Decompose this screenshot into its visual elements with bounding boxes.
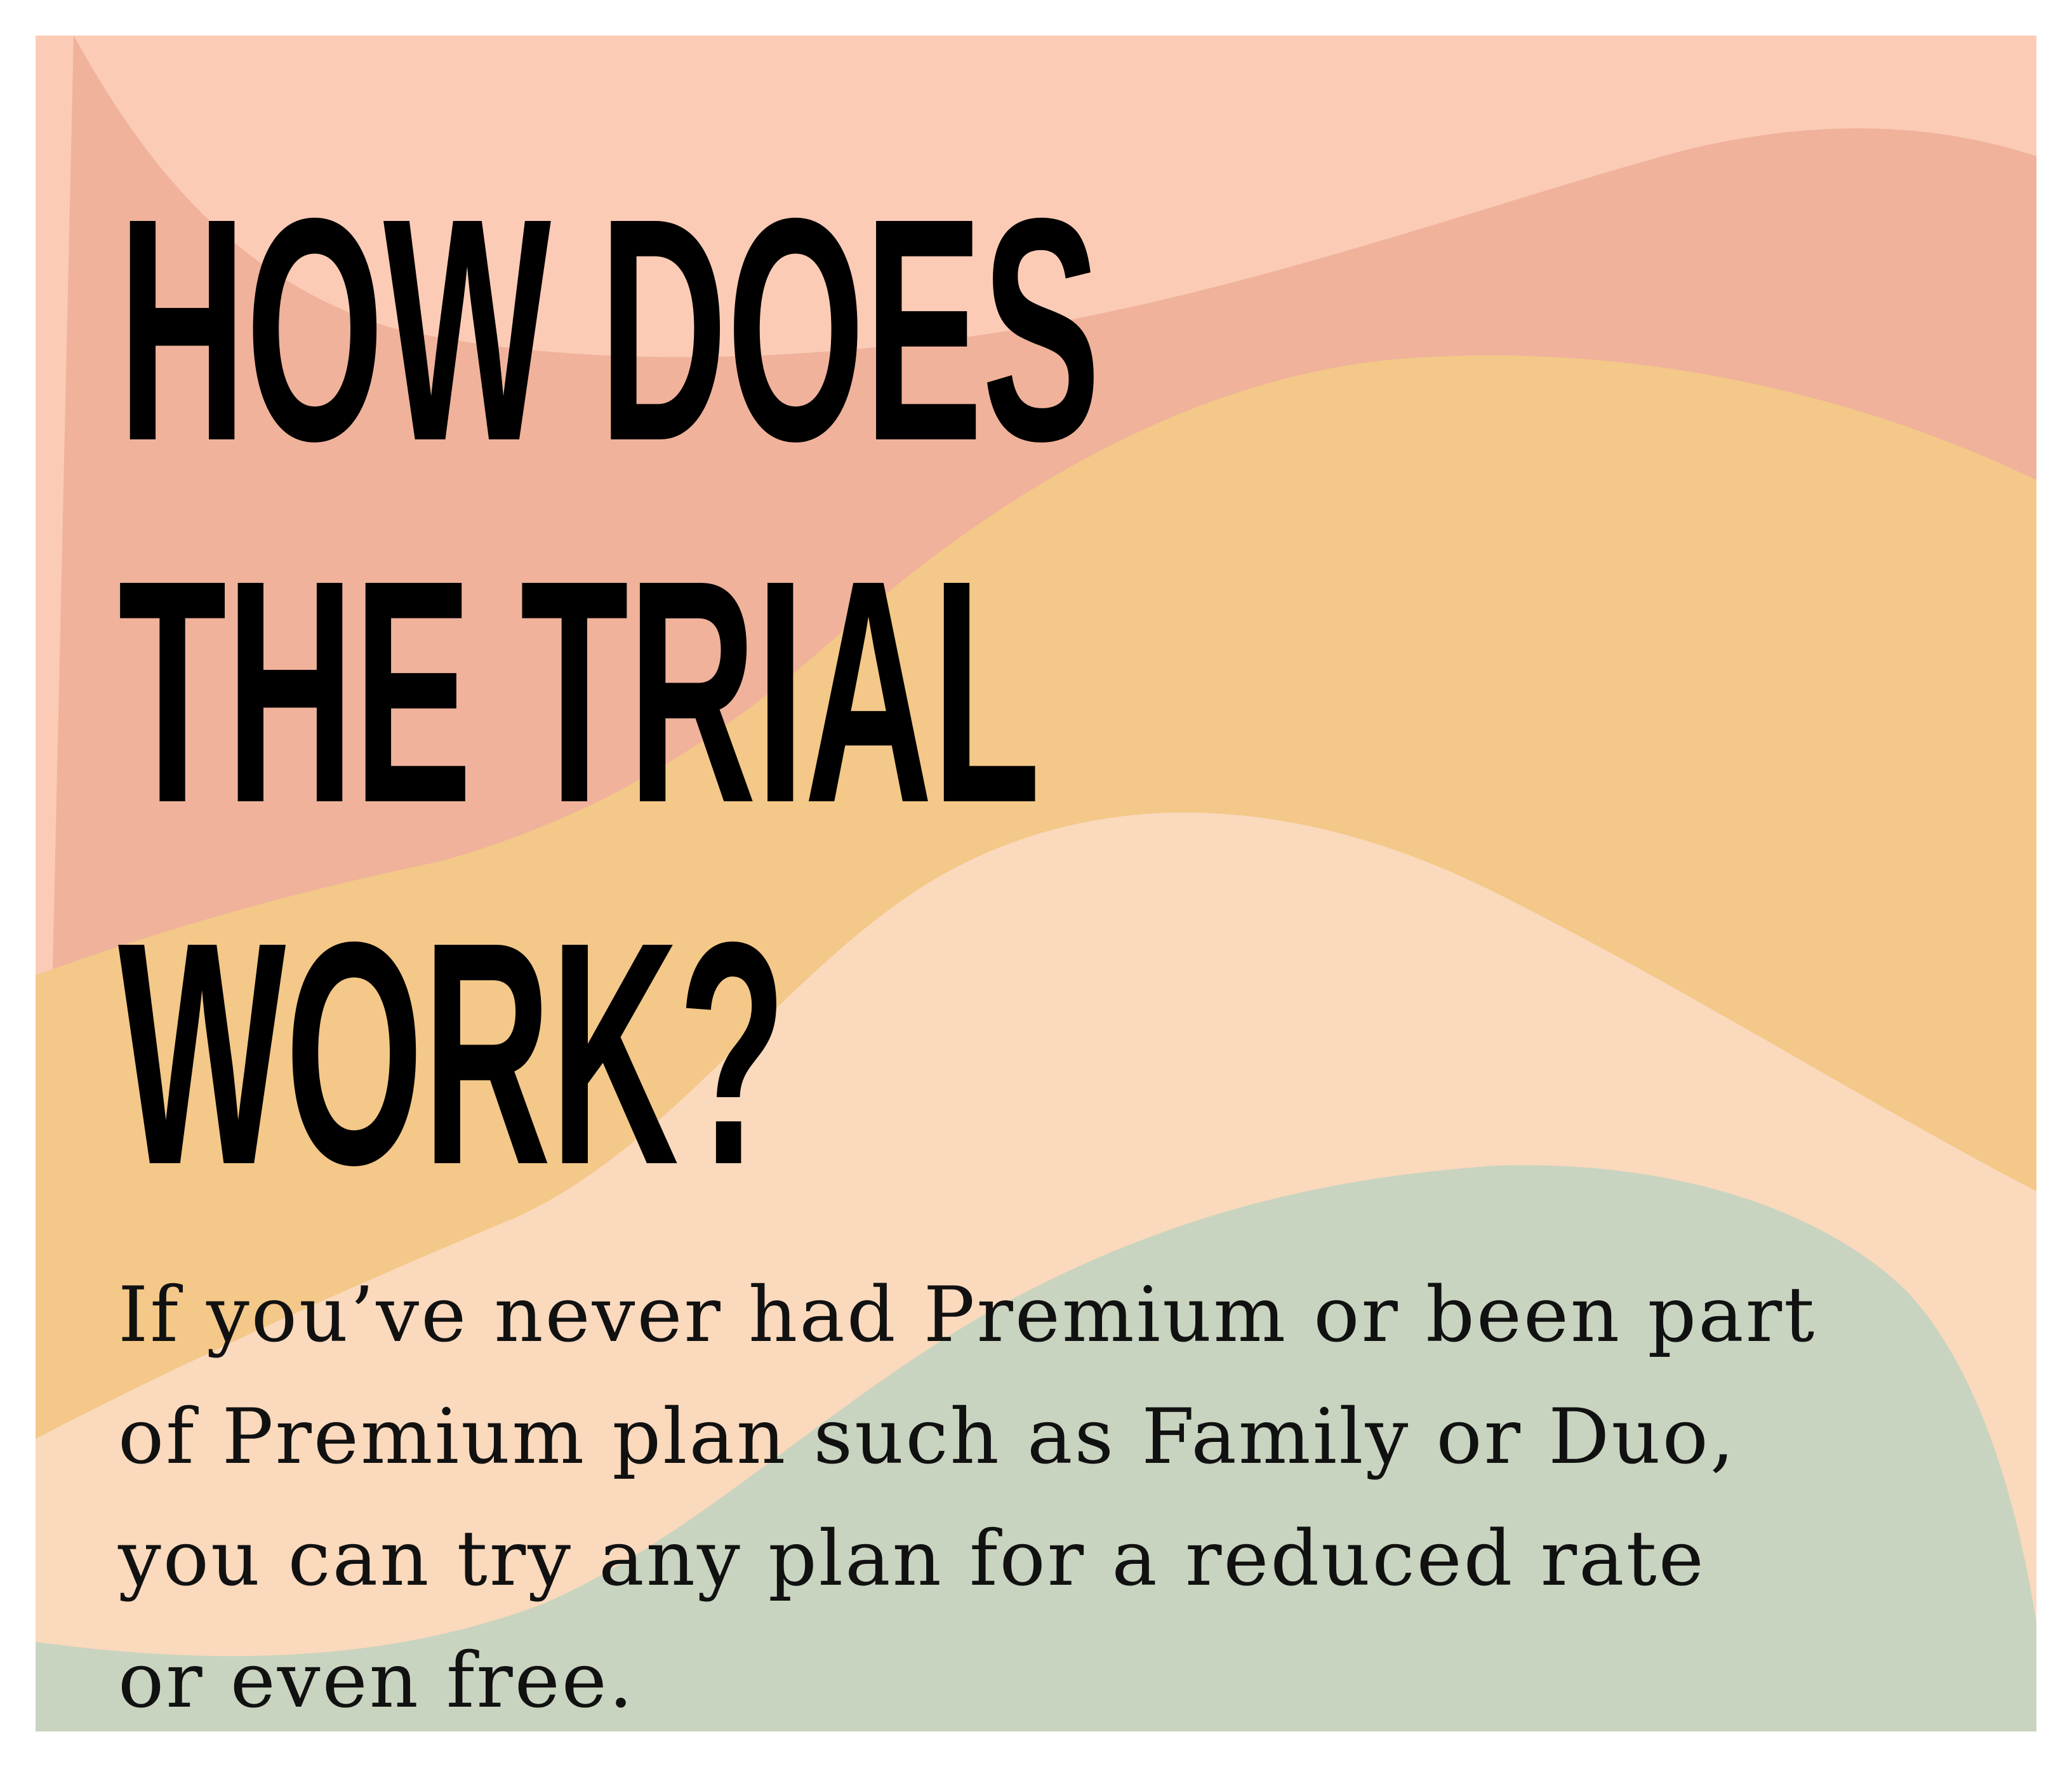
headline-line-1: HOW DOES	[118, 152, 1101, 507]
body-line-4: or even free.	[118, 1637, 635, 1725]
headline-line-2: THE TRIAL	[118, 514, 1040, 869]
body-line-1: If you’ve never had Premium or been part	[118, 1271, 1817, 1359]
body-line-3: you can try any plan for a reduced rate	[118, 1515, 1706, 1603]
headline: HOW DOES THE TRIAL WORK?	[118, 149, 1101, 1234]
wave-sage	[36, 1165, 2036, 1731]
body-paragraph: If you’ve never had Premium or been part…	[118, 1255, 2022, 1731]
headline-line-3: WORK?	[118, 876, 787, 1230]
wave-background	[36, 36, 2036, 1731]
body-line-2: of Premium plan such as Family or Duo,	[118, 1393, 1737, 1481]
info-card: HOW DOES THE TRIAL WORK? If you’ve never…	[36, 36, 2036, 1731]
